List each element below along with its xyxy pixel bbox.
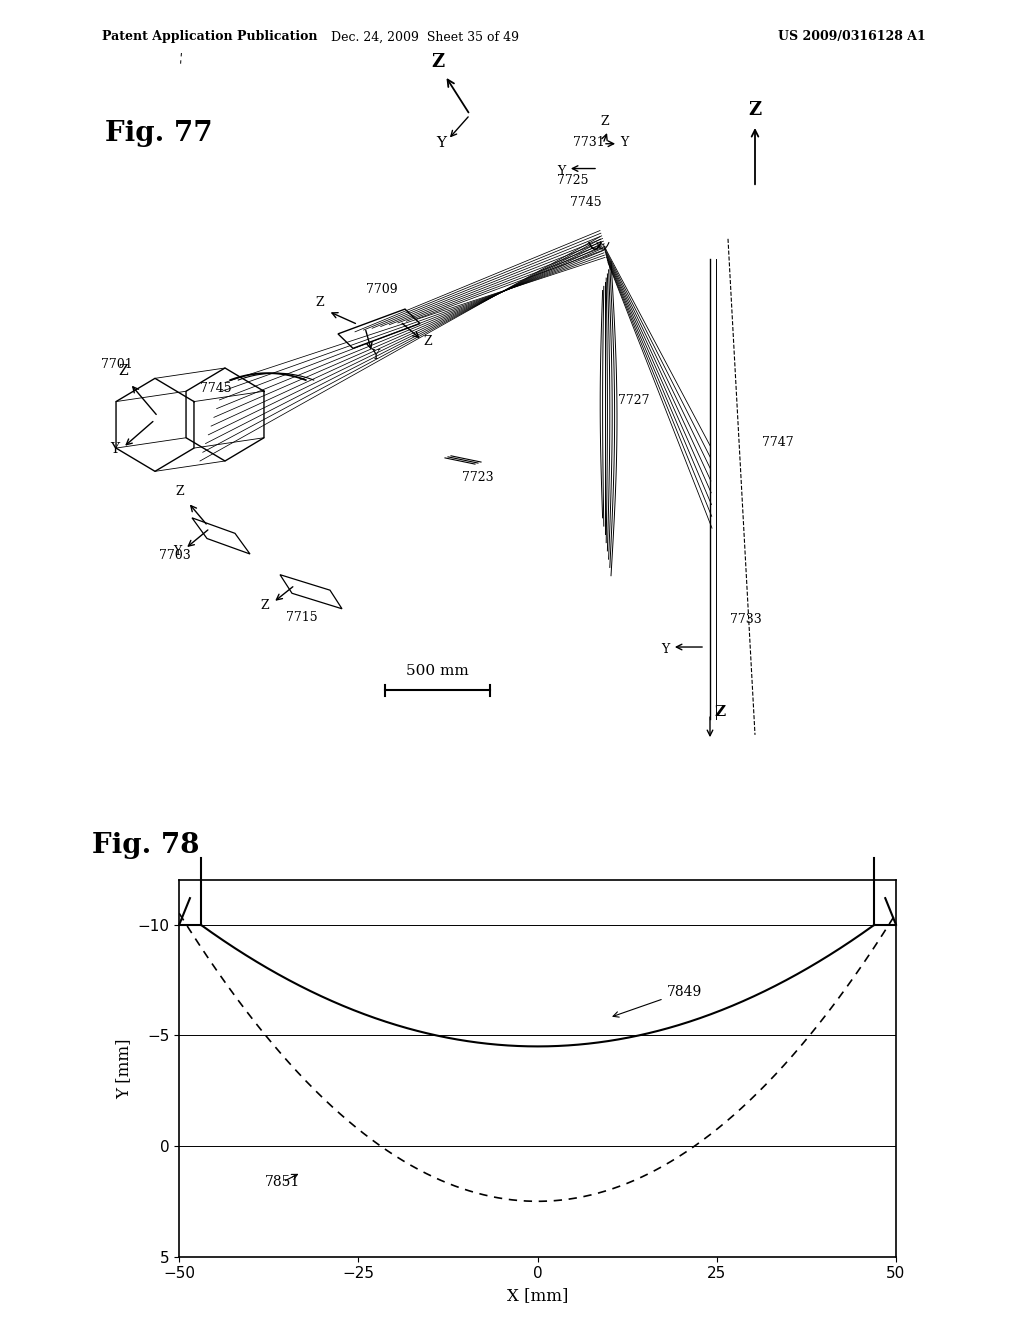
Text: 7733: 7733 xyxy=(730,614,762,626)
Text: Z: Z xyxy=(424,335,432,348)
Text: Z: Z xyxy=(176,486,184,498)
Text: Y: Y xyxy=(371,348,379,362)
Text: 7723: 7723 xyxy=(462,471,494,483)
X-axis label: X [mm]: X [mm] xyxy=(507,1287,568,1304)
Text: 7745: 7745 xyxy=(200,381,231,395)
Text: Z: Z xyxy=(431,53,444,71)
Text: Z: Z xyxy=(749,100,762,119)
Text: 500 mm: 500 mm xyxy=(407,664,469,678)
Text: 7701: 7701 xyxy=(101,358,133,371)
Text: 7745: 7745 xyxy=(570,195,602,209)
Text: Y: Y xyxy=(660,643,669,656)
Text: 7851: 7851 xyxy=(265,1175,300,1189)
Text: Z: Z xyxy=(261,599,269,611)
Text: 7731: 7731 xyxy=(573,136,605,149)
Text: 7703: 7703 xyxy=(159,549,190,562)
Text: Z: Z xyxy=(315,296,325,309)
Text: 7725: 7725 xyxy=(557,174,589,187)
Text: Y: Y xyxy=(436,136,446,150)
Text: US 2009/0316128 A1: US 2009/0316128 A1 xyxy=(778,30,926,44)
Text: Y: Y xyxy=(557,165,565,178)
Text: Fig. 77: Fig. 77 xyxy=(105,120,213,147)
Text: Y: Y xyxy=(111,442,120,455)
Y-axis label: Y [mm]: Y [mm] xyxy=(115,1039,132,1098)
Text: Z: Z xyxy=(715,705,726,719)
Text: Y: Y xyxy=(173,545,181,558)
Text: 7715: 7715 xyxy=(286,611,317,624)
Text: Z: Z xyxy=(118,364,128,379)
Text: 7727: 7727 xyxy=(618,395,649,407)
Text: Patent Application Publication: Patent Application Publication xyxy=(102,30,317,44)
Text: 7849: 7849 xyxy=(613,985,701,1018)
Text: Dec. 24, 2009  Sheet 35 of 49: Dec. 24, 2009 Sheet 35 of 49 xyxy=(331,30,519,44)
Text: Z: Z xyxy=(601,115,609,128)
Text: 7747: 7747 xyxy=(762,436,794,449)
Text: Y: Y xyxy=(620,136,628,149)
Text: Fig. 78: Fig. 78 xyxy=(92,832,200,858)
Text: 7709: 7709 xyxy=(367,282,397,296)
